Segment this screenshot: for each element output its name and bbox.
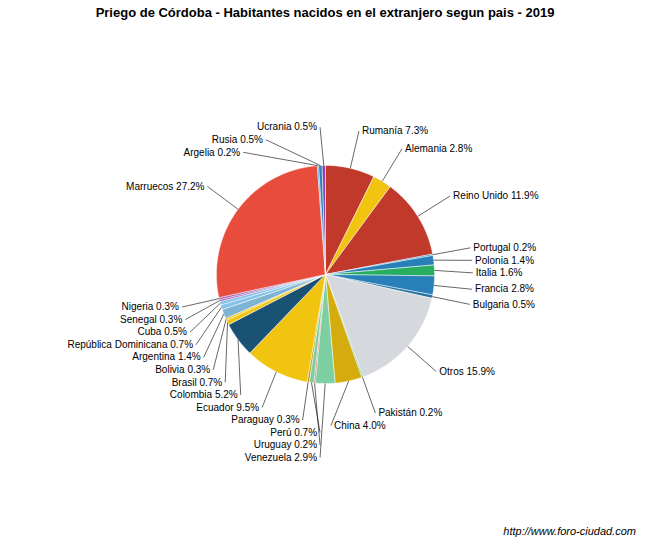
svg-text:Pakistán 0.2%: Pakistán 0.2% (378, 407, 442, 418)
svg-text:República Dominicana 0.7%: República Dominicana 0.7% (67, 339, 193, 350)
svg-text:Venezuela 2.9%: Venezuela 2.9% (245, 452, 317, 463)
svg-text:Senegal 0.3%: Senegal 0.3% (120, 314, 182, 325)
svg-text:Marruecos 27.2%: Marruecos 27.2% (126, 181, 204, 192)
svg-text:Colombia 5.2%: Colombia 5.2% (170, 389, 238, 400)
svg-text:Brasil 0.7%: Brasil 0.7% (172, 377, 223, 388)
svg-text:China 4.0%: China 4.0% (334, 420, 386, 431)
svg-text:Cuba 0.5%: Cuba 0.5% (138, 326, 188, 337)
svg-text:Portugal 0.2%: Portugal 0.2% (473, 242, 536, 253)
html-text:http://www.foro-ciudad.com: http://www.foro-ciudad.com (503, 525, 636, 537)
svg-text:Paraguay 0.3%: Paraguay 0.3% (231, 414, 299, 425)
svg-text:Perú 0.7%: Perú 0.7% (270, 427, 317, 438)
svg-text:Alemania 2.8%: Alemania 2.8% (405, 143, 472, 154)
svg-text:Uruguay 0.2%: Uruguay 0.2% (254, 439, 317, 450)
svg-text:Argentina 1.4%: Argentina 1.4% (132, 351, 200, 362)
svg-text:Reino Unido 11.9%: Reino Unido 11.9% (453, 190, 539, 201)
svg-text:Polonia 1.4%: Polonia 1.4% (475, 255, 534, 266)
svg-text:Otros 15.9%: Otros 15.9% (439, 366, 495, 377)
svg-text:Ecuador 9.5%: Ecuador 9.5% (196, 402, 259, 413)
svg-text:Rusia 0.5%: Rusia 0.5% (212, 134, 263, 145)
html-text:Priego de Córdoba - Habitantes: Priego de Córdoba - Habitantes nacidos e… (95, 5, 555, 20)
svg-text:Argelia 0.2%: Argelia 0.2% (184, 147, 241, 158)
svg-text:Ucrania 0.5%: Ucrania 0.5% (257, 121, 317, 132)
svg-text:Nigeria 0.3%: Nigeria 0.3% (122, 301, 179, 312)
svg-text:Bulgaria 0.5%: Bulgaria 0.5% (473, 299, 535, 310)
svg-text:Italia 1.6%: Italia 1.6% (476, 267, 523, 278)
svg-text:Francia 2.8%: Francia 2.8% (475, 283, 534, 294)
svg-text:Rumanía 7.3%: Rumanía 7.3% (362, 125, 428, 136)
svg-text:Bolivia 0.3%: Bolivia 0.3% (155, 364, 210, 375)
